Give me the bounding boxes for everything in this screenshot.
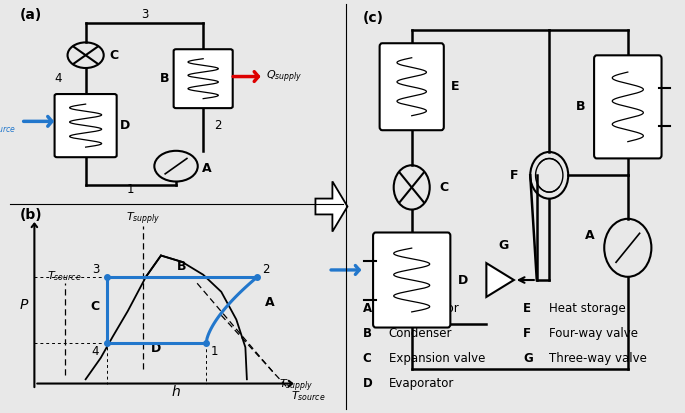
Text: G: G — [523, 352, 533, 365]
Text: 3: 3 — [92, 263, 99, 275]
Text: 3: 3 — [140, 8, 148, 21]
Text: 1: 1 — [211, 345, 219, 358]
Text: (a): (a) — [19, 8, 42, 22]
Text: (b): (b) — [19, 208, 42, 222]
Text: 2: 2 — [214, 119, 222, 132]
Text: C: C — [110, 49, 119, 62]
Text: B: B — [576, 100, 585, 113]
FancyBboxPatch shape — [373, 233, 450, 328]
Text: D: D — [458, 273, 468, 287]
Text: Compressor: Compressor — [389, 302, 460, 315]
Text: 2: 2 — [262, 263, 269, 275]
Polygon shape — [486, 263, 514, 297]
FancyBboxPatch shape — [379, 43, 444, 130]
Text: Condenser: Condenser — [389, 327, 452, 340]
Text: P: P — [19, 298, 27, 311]
Text: C: C — [362, 352, 371, 365]
Text: Three-way valve: Three-way valve — [549, 352, 647, 365]
Text: B: B — [177, 261, 187, 273]
Text: 4: 4 — [92, 345, 99, 358]
Text: Four-way valve: Four-way valve — [549, 327, 638, 340]
FancyBboxPatch shape — [594, 55, 662, 159]
Text: A: A — [202, 162, 212, 175]
Text: Evaporator: Evaporator — [389, 377, 454, 390]
Text: $T_{source}$: $T_{source}$ — [290, 389, 325, 403]
Polygon shape — [315, 181, 347, 232]
Text: B: B — [362, 327, 371, 340]
Text: B: B — [160, 72, 169, 85]
Text: h: h — [172, 385, 180, 399]
Text: A: A — [265, 296, 275, 309]
Text: A: A — [362, 302, 372, 315]
Text: C: C — [90, 300, 99, 313]
Text: $Q_{supply}$: $Q_{supply}$ — [266, 68, 303, 85]
Text: D: D — [362, 377, 373, 390]
FancyBboxPatch shape — [173, 49, 233, 108]
Text: $T_{source}$: $T_{source}$ — [47, 269, 82, 283]
Text: G: G — [498, 239, 508, 252]
Text: F: F — [510, 169, 519, 182]
Text: 4: 4 — [55, 72, 62, 85]
Text: D: D — [121, 119, 131, 132]
Text: E: E — [451, 80, 460, 93]
Text: $T_{supply}$: $T_{supply}$ — [125, 211, 160, 227]
Text: F: F — [523, 327, 531, 340]
Text: D: D — [151, 342, 162, 354]
Text: E: E — [523, 302, 531, 315]
Text: Heat storage: Heat storage — [549, 302, 626, 315]
Text: A: A — [585, 229, 595, 242]
Text: Expansion valve: Expansion valve — [389, 352, 485, 365]
Text: $T_{supply}$: $T_{supply}$ — [279, 377, 313, 394]
Text: (c): (c) — [362, 11, 384, 25]
Text: C: C — [440, 181, 449, 194]
Text: $Q_{source}$: $Q_{source}$ — [0, 121, 16, 135]
Text: 1: 1 — [127, 183, 134, 196]
FancyBboxPatch shape — [55, 94, 116, 157]
